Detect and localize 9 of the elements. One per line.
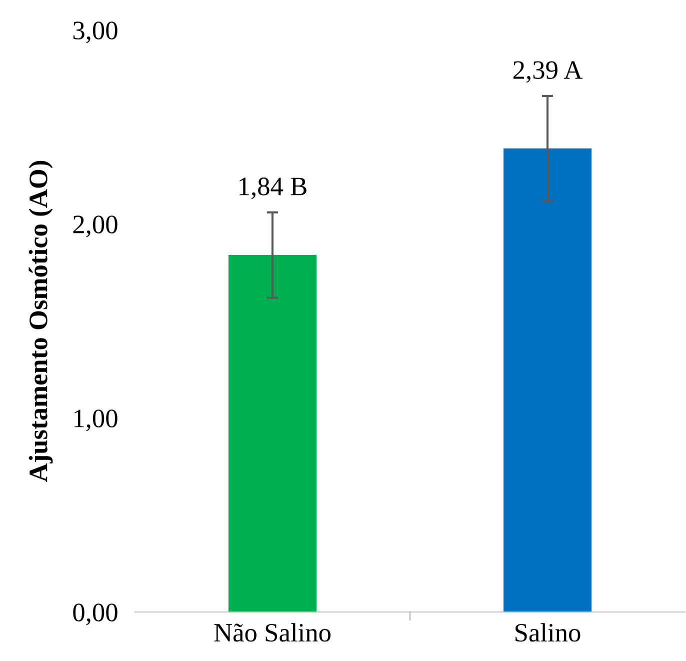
y-tick-label: 3,00 — [73, 22, 118, 44]
x-tick-label: Salino — [516, 623, 580, 642]
y-tick-label: 0,00 — [73, 604, 118, 626]
y-tick-label: 1,00 — [74, 410, 118, 432]
y-tick-label: 2,00 — [73, 216, 118, 238]
y-axis-title: Ajustamento Osmótico (AO) — [28, 160, 53, 482]
data-label: 2,39 A — [513, 61, 582, 83]
data-label: 1,84 B — [240, 178, 306, 200]
x-tick-label: Não Salino — [214, 623, 330, 642]
